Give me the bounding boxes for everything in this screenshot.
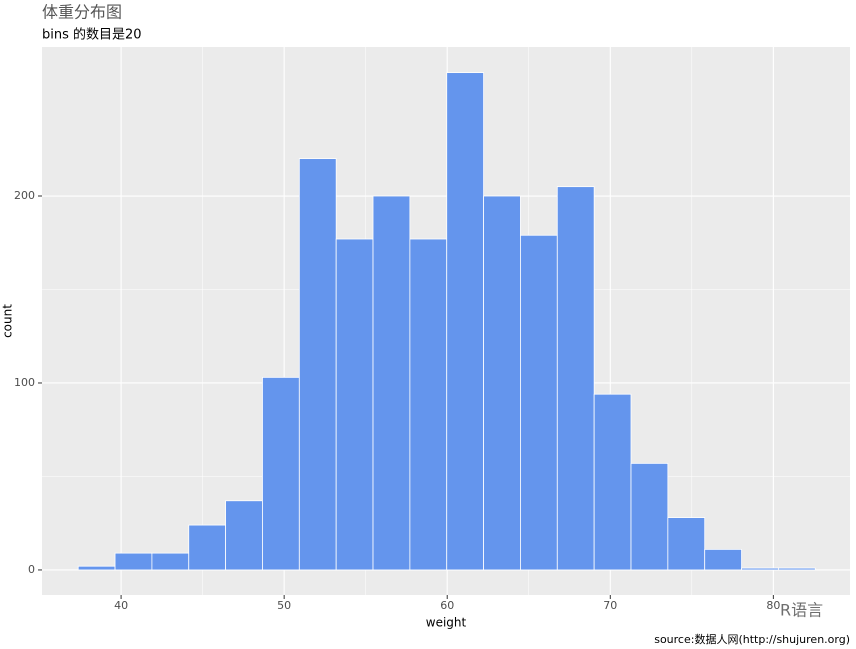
bar bbox=[667, 517, 706, 571]
watermark: R语言 bbox=[780, 601, 823, 620]
bar bbox=[446, 72, 484, 571]
bar bbox=[262, 376, 300, 571]
bar bbox=[335, 238, 374, 571]
bar bbox=[778, 567, 816, 571]
bar bbox=[593, 393, 632, 571]
x-tick-label: 80 bbox=[766, 599, 780, 612]
bar bbox=[483, 195, 521, 571]
y-tick-label: 100 bbox=[14, 376, 35, 389]
bar bbox=[151, 552, 190, 571]
bar bbox=[77, 565, 116, 571]
y-axis-label: count bbox=[1, 304, 15, 338]
bar bbox=[704, 548, 742, 571]
bar bbox=[188, 524, 227, 571]
bar bbox=[114, 552, 153, 571]
bar bbox=[298, 158, 337, 571]
bar bbox=[520, 234, 558, 571]
x-tick-label: 60 bbox=[440, 599, 454, 612]
x-tick-label: 70 bbox=[603, 599, 617, 612]
bars bbox=[77, 72, 816, 571]
x-tick-label: 50 bbox=[277, 599, 291, 612]
bar bbox=[556, 186, 595, 571]
y-tick-label: 200 bbox=[14, 189, 35, 202]
y-tick-label: 0 bbox=[28, 563, 35, 576]
bar bbox=[409, 238, 448, 571]
bar bbox=[225, 500, 263, 571]
bar bbox=[741, 567, 779, 571]
caption: source:数据人网(http://shujuren.org) bbox=[654, 632, 850, 646]
x-tick-label: 40 bbox=[114, 599, 128, 612]
chart-title: 体重分布图 bbox=[42, 3, 122, 22]
ticks: 40 50 60 70 80 0 100 200 bbox=[14, 189, 780, 612]
bar bbox=[372, 195, 411, 571]
chart-subtitle: bins 的数目是20 bbox=[42, 27, 142, 43]
x-axis-label: weight bbox=[426, 616, 467, 630]
bar bbox=[630, 462, 669, 571]
